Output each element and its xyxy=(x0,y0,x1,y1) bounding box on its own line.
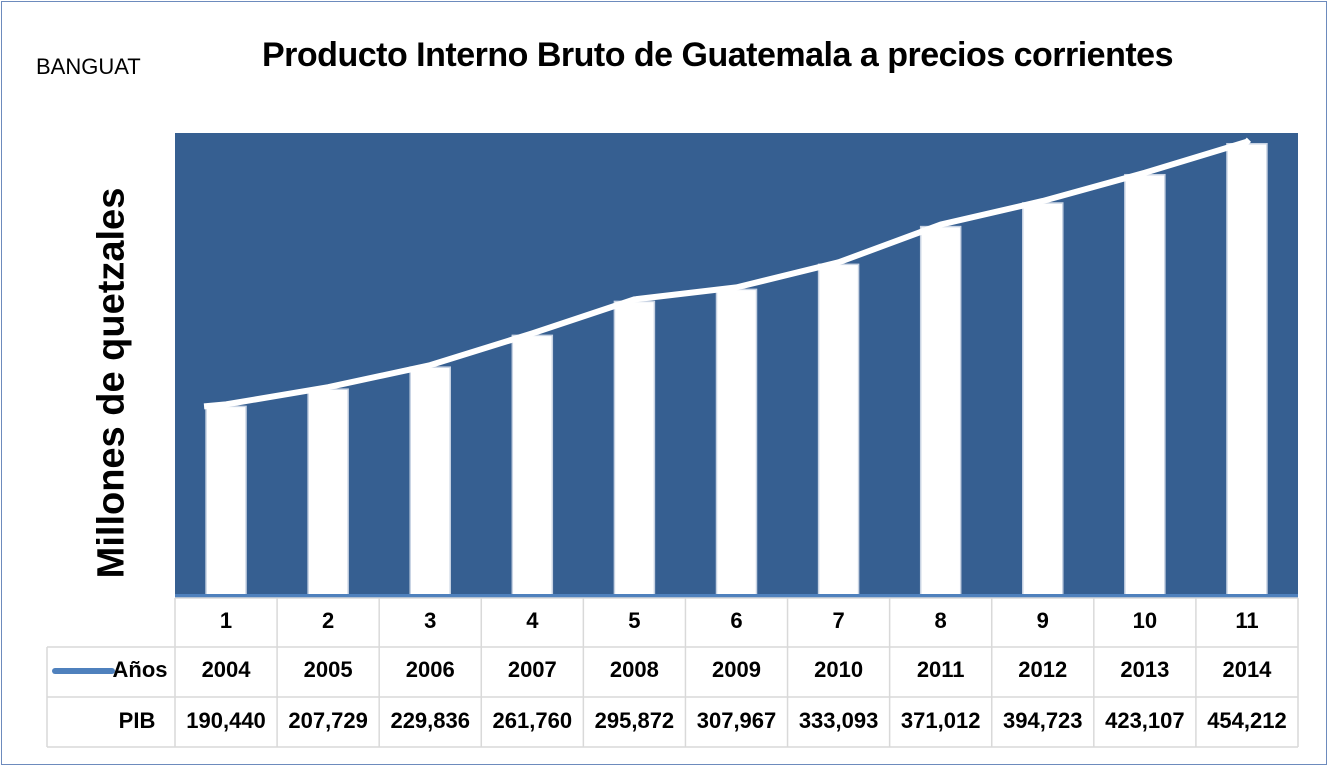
pib-cell: 207,729 xyxy=(288,708,368,733)
year-cell: 2004 xyxy=(202,657,252,682)
pib-cell: 371,012 xyxy=(901,708,981,733)
bar-2011 xyxy=(919,225,962,597)
year-cell: 2010 xyxy=(814,657,863,682)
pib-cell: 394,723 xyxy=(1003,708,1083,733)
year-cell: 2006 xyxy=(406,657,455,682)
category-label: 4 xyxy=(526,608,539,633)
pib-line xyxy=(203,137,1252,410)
category-label: 7 xyxy=(832,608,844,633)
year-cell: 2011 xyxy=(917,657,965,682)
bar-2008 xyxy=(613,300,656,597)
bar-2012 xyxy=(1022,202,1064,597)
bar-2005 xyxy=(307,388,349,597)
category-label: 6 xyxy=(730,608,742,633)
bars-layer xyxy=(175,142,1298,598)
year-cell: 2014 xyxy=(1222,657,1272,682)
chart-title: Producto Interno Bruto de Guatemala a pr… xyxy=(262,36,1173,74)
category-label: 5 xyxy=(628,608,640,633)
category-label: 8 xyxy=(935,608,947,633)
bar-2013 xyxy=(1124,173,1166,597)
category-label: 2 xyxy=(322,608,334,633)
year-cell: 2013 xyxy=(1120,657,1169,682)
year-cell: 2005 xyxy=(304,657,353,682)
row-header-pib: PIB xyxy=(119,708,156,733)
year-cell: 2012 xyxy=(1018,657,1067,682)
category-label: 1 xyxy=(220,608,232,633)
pib-cell: 307,967 xyxy=(697,708,777,733)
category-label: 10 xyxy=(1133,608,1157,633)
category-label: 9 xyxy=(1037,608,1049,633)
pib-cell: 261,760 xyxy=(493,708,573,733)
pib-cell: 333,093 xyxy=(799,708,879,733)
bar-2006 xyxy=(409,366,451,597)
bar-2014 xyxy=(1226,142,1268,597)
bar-2004 xyxy=(205,405,247,597)
pib-cell: 190,440 xyxy=(186,708,266,733)
pib-cell: 454,212 xyxy=(1207,708,1287,733)
year-cell: 2007 xyxy=(508,657,557,682)
pib-cell: 295,872 xyxy=(595,708,675,733)
bar-2009 xyxy=(715,288,758,597)
year-cell: 2008 xyxy=(610,657,659,682)
pib-cell: 423,107 xyxy=(1105,708,1185,733)
category-label: 11 xyxy=(1235,608,1258,633)
category-label: 3 xyxy=(424,608,436,633)
source-label: BANGUAT xyxy=(36,54,141,79)
pib-cell: 229,836 xyxy=(390,708,470,733)
bar-2007 xyxy=(511,334,554,597)
row-header-anos: Años xyxy=(113,657,168,682)
bar-2010 xyxy=(817,263,860,597)
data-table: Años PIB 1 2004 190,440 2 2005 207,729 3 2006 229,… xyxy=(46,597,1299,748)
year-cell: 2009 xyxy=(712,657,761,682)
